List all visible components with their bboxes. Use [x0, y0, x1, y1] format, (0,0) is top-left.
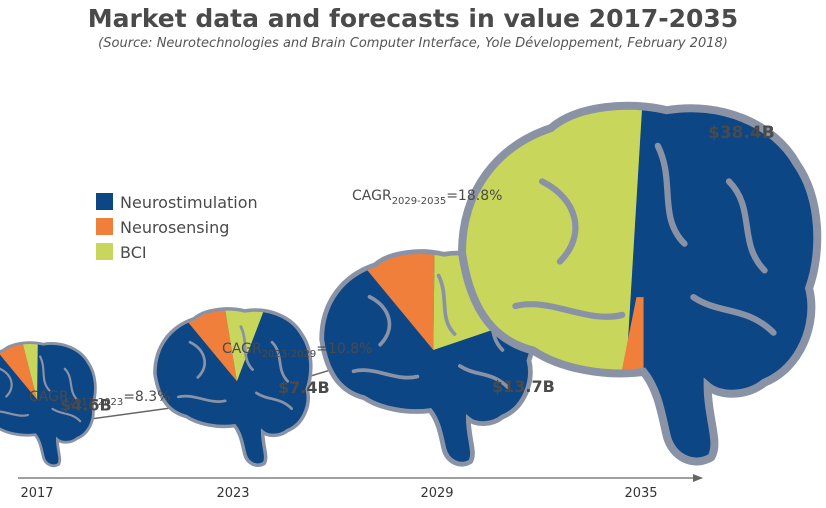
cagr-period: 2029-2035 — [392, 196, 447, 207]
brain-fold — [654, 142, 688, 247]
segment-bci — [17, 342, 39, 400]
segment-neurosensing — [172, 308, 237, 382]
brain-fold — [0, 367, 13, 398]
year-label-2017: 2017 — [20, 486, 53, 501]
brain-segments — [0, 342, 39, 400]
chart-title: Market data and forecasts in value 2017-… — [87, 4, 739, 33]
brain-fold — [39, 355, 51, 392]
brain-fold — [0, 410, 29, 417]
brain-fold — [690, 294, 777, 336]
cagr-value: =10.8% — [316, 341, 372, 357]
value-label-2017: $4.6B — [60, 396, 112, 415]
brain-fold — [176, 394, 227, 403]
cagr-value: =18.8% — [446, 188, 502, 204]
brain-fold — [255, 391, 293, 410]
cagr-prefix: CAGR — [29, 389, 69, 405]
legend-label-neurostimulation: Neurostimulation — [120, 193, 258, 212]
cagr-label-2029-2035: CAGR2029-2035=18.8% — [352, 188, 502, 207]
segment-neurosensing — [0, 342, 38, 400]
brain-fold — [725, 178, 768, 274]
legend-swatch-neurosensing — [96, 218, 113, 235]
legend-label-bci: BCI — [120, 243, 147, 262]
cagr-label-2017-2023: CAGR2017-2023=8.3% — [29, 389, 171, 408]
brain-2023 — [155, 280, 311, 465]
cagr-value: =8.3% — [123, 389, 170, 405]
segment-neurosensing — [345, 251, 436, 350]
brain-fold — [512, 301, 626, 320]
brain-segments — [172, 308, 274, 382]
brain-fold — [188, 340, 206, 379]
legend-swatch-neurostimulation — [96, 193, 113, 210]
segment-neurosensing — [618, 297, 644, 387]
year-label-2023: 2023 — [216, 486, 249, 501]
brain-fold — [538, 178, 579, 265]
brain-fold — [51, 407, 82, 423]
cagr-prefix: CAGR — [222, 341, 262, 357]
brain-fold — [436, 273, 457, 336]
chart-subtitle: (Source: Neurotechnologies and Brain Com… — [98, 36, 728, 51]
legend-swatch-bci — [96, 243, 113, 260]
brain-fold — [458, 364, 510, 390]
value-label-2023: $7.4B — [278, 378, 330, 397]
brain-2017 — [0, 320, 95, 466]
brain-fold — [270, 340, 290, 383]
brain-fold — [63, 367, 79, 401]
cagr-prefix: CAGR — [352, 188, 392, 204]
cagr-label-2023-2029: CAGR2023-2029=10.8% — [222, 341, 372, 360]
value-label-2035: $38.4B — [708, 123, 775, 143]
brain-fold — [351, 368, 420, 380]
cagr-period: 2023-2029 — [262, 349, 317, 360]
brain-fold — [367, 294, 392, 347]
brain-fold — [239, 325, 254, 371]
cagr-period: 2017-2023 — [69, 397, 124, 408]
segment-bci — [220, 308, 274, 382]
legend-label-neurosensing: Neurosensing — [120, 218, 229, 237]
year-label-2029: 2029 — [420, 486, 453, 501]
value-label-2029: $13.7B — [492, 377, 555, 396]
legend: Neurostimulation Neurosensing BCI — [96, 193, 258, 262]
year-label-2035: 2035 — [624, 486, 657, 501]
